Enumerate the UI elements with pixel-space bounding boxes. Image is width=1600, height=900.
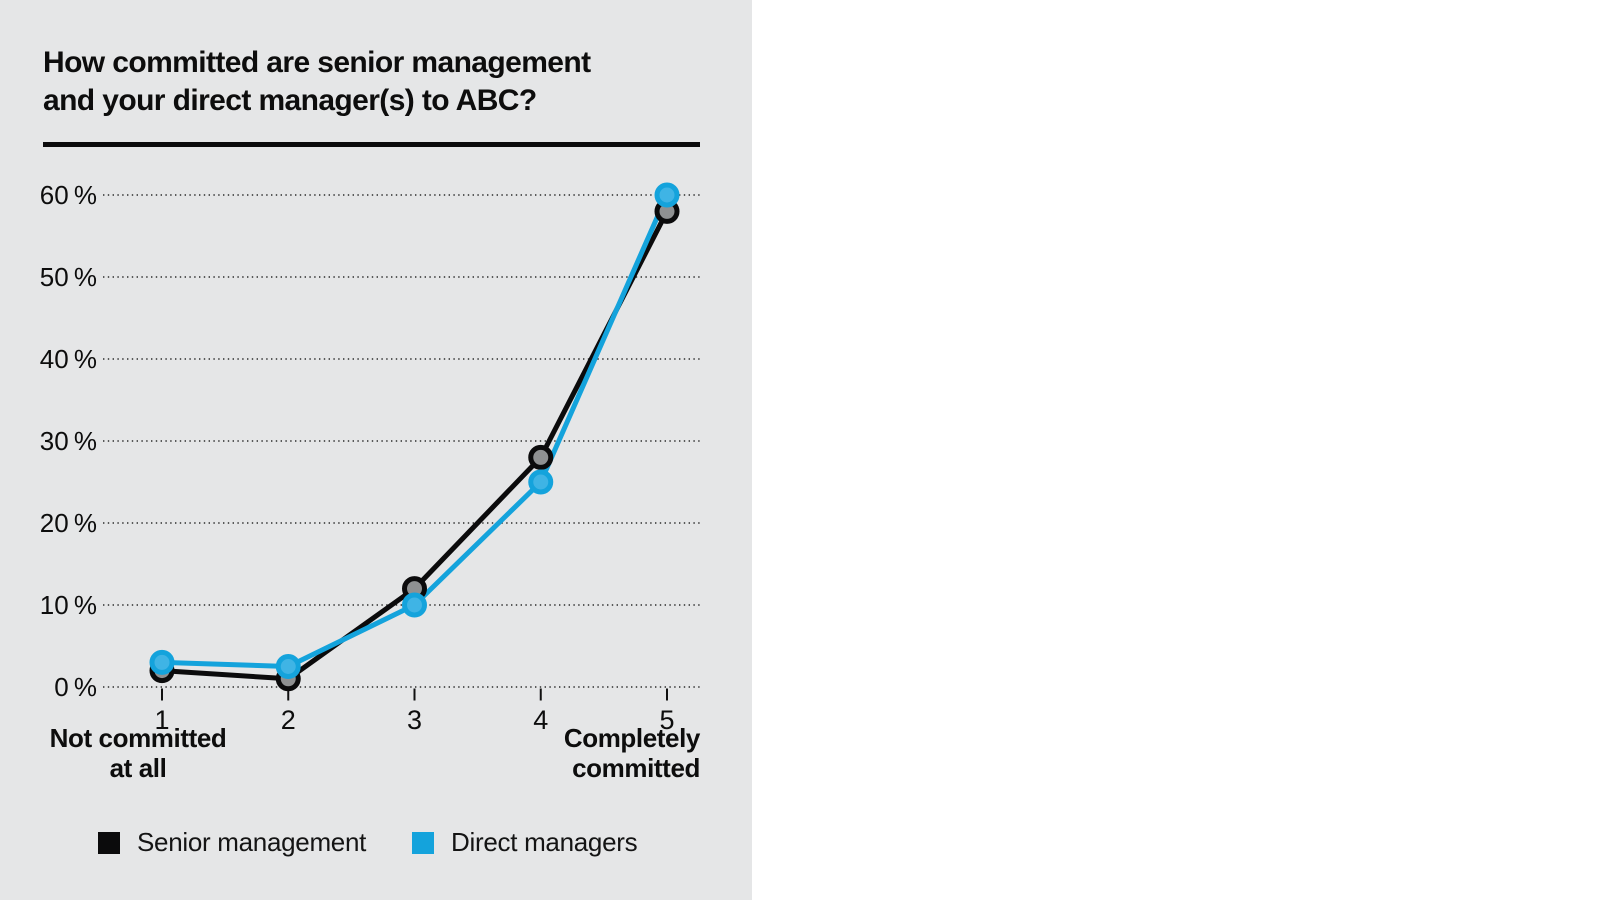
y-tick-label: 0 % xyxy=(54,672,97,702)
legend-item-direct-managers: Direct managers xyxy=(412,827,638,858)
caption-line: Not committed xyxy=(49,723,227,753)
caption-line: Completely xyxy=(563,723,701,753)
x-tick-label: 4 xyxy=(533,705,548,735)
legend-label-senior-management: Senior management xyxy=(137,827,367,857)
chart-panel: How committed are senior management and … xyxy=(0,0,752,900)
chart-title-line-1: How committed are senior management xyxy=(43,46,591,79)
data-point-marker xyxy=(528,444,554,470)
data-point-marker xyxy=(149,649,175,675)
y-tick-label: 40 % xyxy=(40,344,97,374)
line-chart-svg: 0 % 10 % 20 % 30 % 40 % 50 % 60 % 1 2 3 4 5 xyxy=(40,180,703,735)
x-axis-right-caption: Completely committed xyxy=(498,723,701,783)
y-tick-label: 60 % xyxy=(40,180,97,210)
data-point-marker xyxy=(528,469,554,495)
data-point-marker xyxy=(402,592,427,618)
y-tick-label: 20 % xyxy=(40,508,97,538)
legend-swatch-direct-managers xyxy=(412,831,435,854)
x-tick-label: 1 xyxy=(154,705,169,735)
title-underline-rule xyxy=(43,142,700,147)
caption-line: at all xyxy=(109,753,167,783)
y-tick-label: 50 % xyxy=(40,262,97,292)
legend-swatch-senior-management xyxy=(98,831,120,854)
y-tick-label: 30 % xyxy=(40,426,97,456)
data-point-marker xyxy=(654,182,680,208)
chart-title-line-2: and your direct manager(s) to ABC? xyxy=(43,84,537,117)
x-tick-label: 2 xyxy=(281,705,296,735)
x-axis-left-caption: Not committed at all xyxy=(40,723,236,783)
x-tick-label: 5 xyxy=(659,705,674,735)
caption-line: committed xyxy=(572,753,700,783)
x-tick-label: 3 xyxy=(407,705,422,735)
chart-title: How committed are senior management and … xyxy=(43,44,683,120)
legend-item-senior-management: Senior management xyxy=(98,827,366,858)
legend-label-direct-managers: Direct managers xyxy=(451,827,638,857)
y-tick-label: 10 % xyxy=(40,590,97,620)
data-point-marker xyxy=(275,654,301,679)
chart-legend: Senior management Direct managers xyxy=(98,827,638,858)
